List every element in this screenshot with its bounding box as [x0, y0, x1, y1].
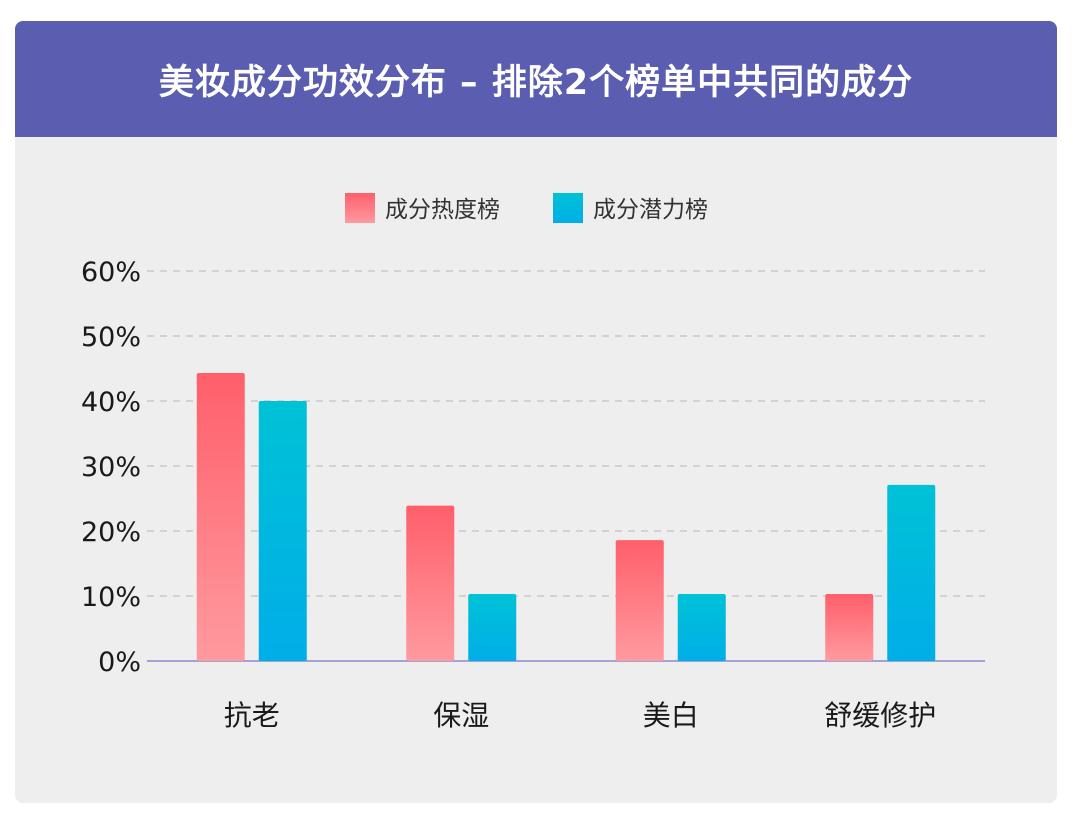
- y-axis-ticks: 0% 10% 20% 30% 40% 50% 60%: [81, 257, 141, 678]
- legend-label-1: 成分热度榜: [385, 197, 500, 223]
- chart-card: 美妆成分功效分布 – 排除2个榜单中共同的成分 成分热度榜 成分潜力榜 0% 10%…: [15, 21, 1057, 803]
- legend-swatch-1: [345, 193, 375, 223]
- bar-hot-4: [825, 594, 874, 661]
- chart-legend: 成分热度榜 成分潜力榜: [345, 193, 708, 223]
- y-tick-3: 30%: [81, 452, 141, 483]
- y-tick-5: 50%: [81, 322, 141, 353]
- y-tick-6: 60%: [81, 257, 141, 288]
- y-tick-1: 10%: [81, 582, 141, 613]
- legend-swatch-2: [553, 193, 583, 223]
- x-category-1: 抗老: [224, 699, 280, 732]
- x-category-2: 保湿: [433, 699, 489, 732]
- bar-hot-2: [406, 505, 455, 661]
- chart-title: 美妆成分功效分布 – 排除2个榜单中共同的成分: [158, 62, 914, 103]
- bar-hot-1: [196, 373, 245, 661]
- chart-header: 美妆成分功效分布 – 排除2个榜单中共同的成分: [15, 21, 1057, 137]
- y-tick-2: 20%: [81, 517, 141, 548]
- bar-potential-3: [677, 594, 726, 661]
- bar-potential-1: [258, 401, 307, 661]
- bar-chart: 成分热度榜 成分潜力榜 0% 10% 20% 30% 40% 50% 60% 抗老 保湿 美白 舒缓…: [81, 193, 985, 732]
- y-tick-4: 40%: [81, 387, 141, 418]
- x-axis-categories: 抗老 保湿 美白 舒缓修护: [224, 699, 937, 732]
- bar-hot-3: [615, 540, 664, 661]
- bar-potential-4: [887, 484, 936, 661]
- y-tick-0: 0%: [98, 647, 141, 678]
- bar-potential-2: [468, 594, 517, 661]
- chart-bars: [196, 373, 936, 661]
- legend-label-2: 成分潜力榜: [593, 197, 708, 223]
- x-category-3: 美白: [643, 699, 699, 732]
- x-category-4: 舒缓修护: [824, 699, 936, 732]
